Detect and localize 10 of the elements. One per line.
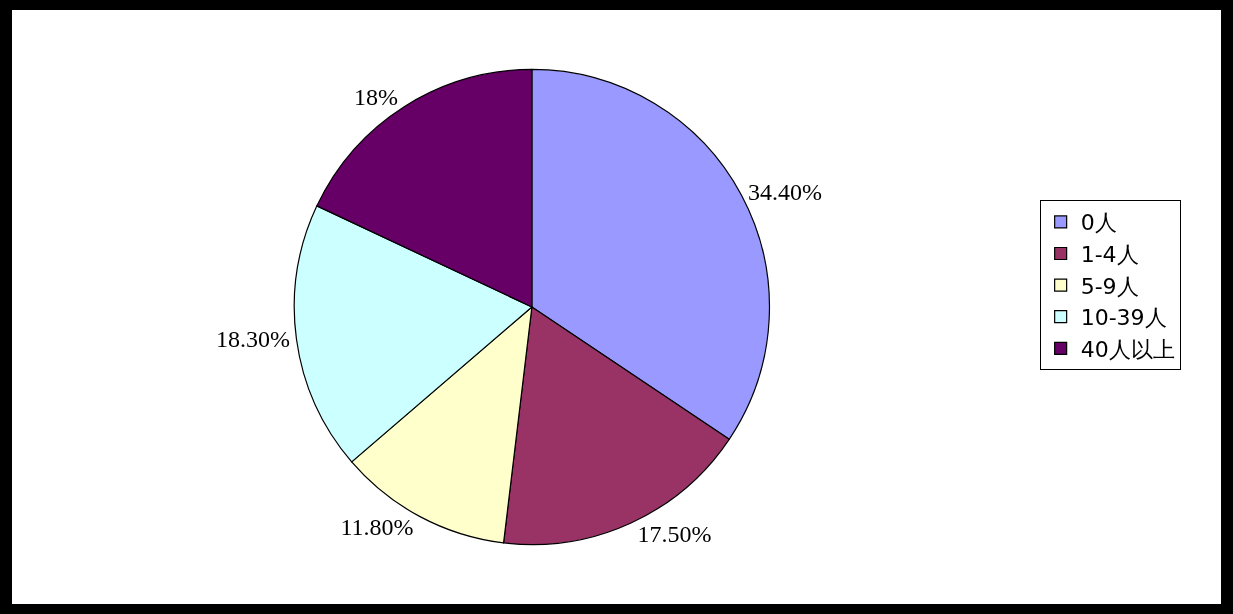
data-label: 18.30% [215, 326, 290, 353]
legend-label: 1-4人 [1080, 242, 1139, 268]
legend-label: 10-39人 [1080, 305, 1167, 331]
legend-label: 40人以上 [1080, 336, 1175, 362]
data-label: 11.80% [340, 513, 414, 540]
legend-label: 5-9人 [1080, 273, 1139, 299]
legend-label: 0人 [1080, 210, 1117, 236]
data-label: 34.40% [748, 179, 822, 206]
data-label: 18% [354, 84, 399, 111]
data-label: 17.50% [637, 520, 712, 547]
